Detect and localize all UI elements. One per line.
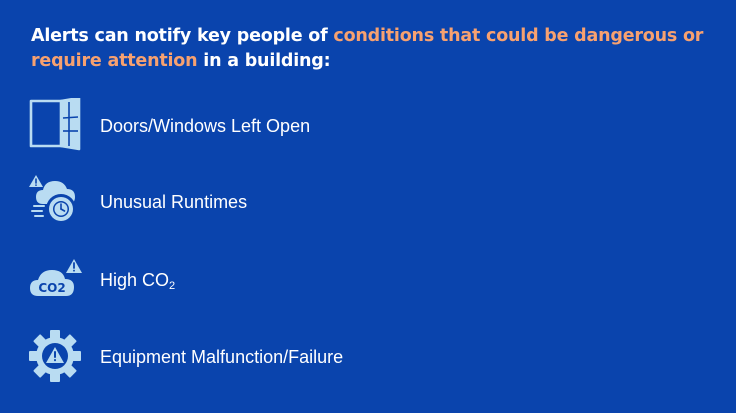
heading-text-end: in a building: [197, 51, 331, 71]
cloud-timer-warning-icon [29, 175, 76, 224]
list-item-doors-windows: Doors/Windows Left Open [28, 98, 588, 158]
list-item-high-co2: CO2 High CO2 [28, 252, 588, 312]
item-label-main: High CO [100, 270, 170, 290]
heading-highlight: conditions that could be dangerous or re… [31, 26, 704, 71]
open-door-icon [29, 98, 81, 151]
co2-cloud-warning-icon: CO2 [30, 259, 82, 296]
list-item-unusual-runtimes: Unusual Runtimes [28, 174, 588, 234]
list-item-equipment-failure: Equipment Malfunction/Failure [28, 329, 588, 389]
item-label-subscript: 2 [169, 280, 176, 292]
item-label: Doors/Windows Left Open [100, 116, 311, 136]
co2-icon-text: CO2 [38, 281, 65, 295]
item-label: Unusual Runtimes [100, 192, 248, 212]
item-label: Equipment Malfunction/Failure [100, 347, 344, 367]
gear-warning-icon [29, 330, 81, 382]
item-label: High CO2 [100, 268, 175, 298]
heading-text-start: Alerts can notify key people of [31, 26, 334, 46]
page-heading: Alerts can notify key people of conditio… [31, 24, 711, 74]
